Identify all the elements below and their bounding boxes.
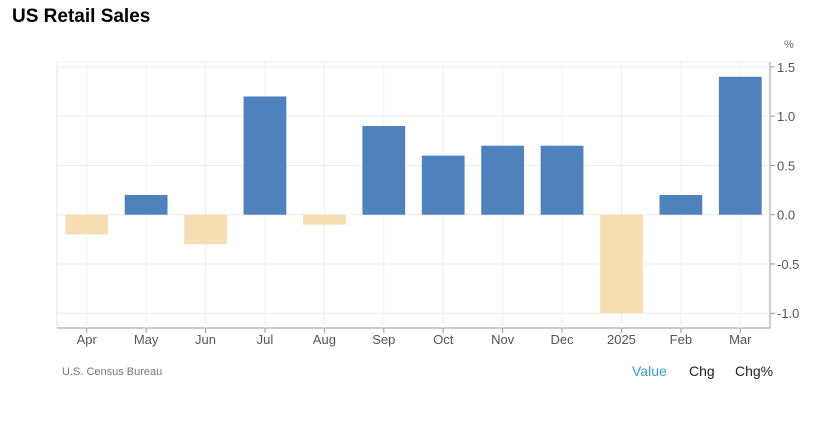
bar-jul[interactable]	[243, 96, 287, 215]
chart-title: US Retail Sales	[12, 6, 151, 27]
bars-layer	[65, 76, 762, 314]
x-tick-label: May	[134, 332, 159, 347]
chg-toggle[interactable]: Chg	[689, 363, 715, 379]
y-tick-label: 1.5	[777, 60, 795, 75]
x-tick-label: Sep	[372, 332, 395, 347]
bar-mar[interactable]	[718, 76, 762, 215]
bar-2025[interactable]	[600, 214, 643, 314]
x-tick-label: Oct	[433, 332, 454, 347]
y-tick-label: 0.0	[777, 208, 795, 223]
x-tick-label: Feb	[670, 332, 692, 347]
x-tick-label: Dec	[550, 332, 574, 347]
x-tick-label: Jul	[257, 332, 274, 347]
bar-feb[interactable]	[659, 195, 703, 215]
y-tick-label: -1.0	[777, 306, 799, 321]
x-tick-label: Jun	[195, 332, 216, 347]
chg-percent-toggle[interactable]: Chg%	[735, 363, 774, 379]
x-tick-label: Aug	[313, 332, 336, 347]
y-axis-unit: %	[784, 39, 794, 51]
y-tick-label: 1.0	[777, 109, 795, 124]
x-tick-label: Mar	[729, 332, 752, 347]
x-tick-label: 2025	[607, 332, 636, 347]
bar-nov[interactable]	[481, 145, 525, 215]
x-axis-labels: Apr May Jun Jul Aug Sep Oct Nov Dec 2025 Feb Mar	[77, 332, 753, 347]
bar-may[interactable]	[124, 195, 168, 215]
x-tick-label: Apr	[77, 332, 98, 347]
y-axis-labels: 1.5 1.0 0.5 0.0 -0.5 -1.0	[777, 60, 799, 321]
bar-jun[interactable]	[184, 214, 227, 245]
source-label: U.S. Census Bureau	[62, 366, 163, 378]
bar-apr[interactable]	[65, 214, 109, 235]
x-tick-label: Nov	[491, 332, 515, 347]
bar-sep[interactable]	[362, 126, 406, 215]
bar-dec[interactable]	[540, 145, 584, 215]
bar-aug[interactable]	[302, 214, 346, 225]
bar-oct[interactable]	[421, 155, 465, 215]
y-tick-label: 0.5	[777, 158, 795, 173]
y-tick-label: -0.5	[777, 257, 799, 272]
value-toggle[interactable]: Value	[632, 363, 667, 379]
